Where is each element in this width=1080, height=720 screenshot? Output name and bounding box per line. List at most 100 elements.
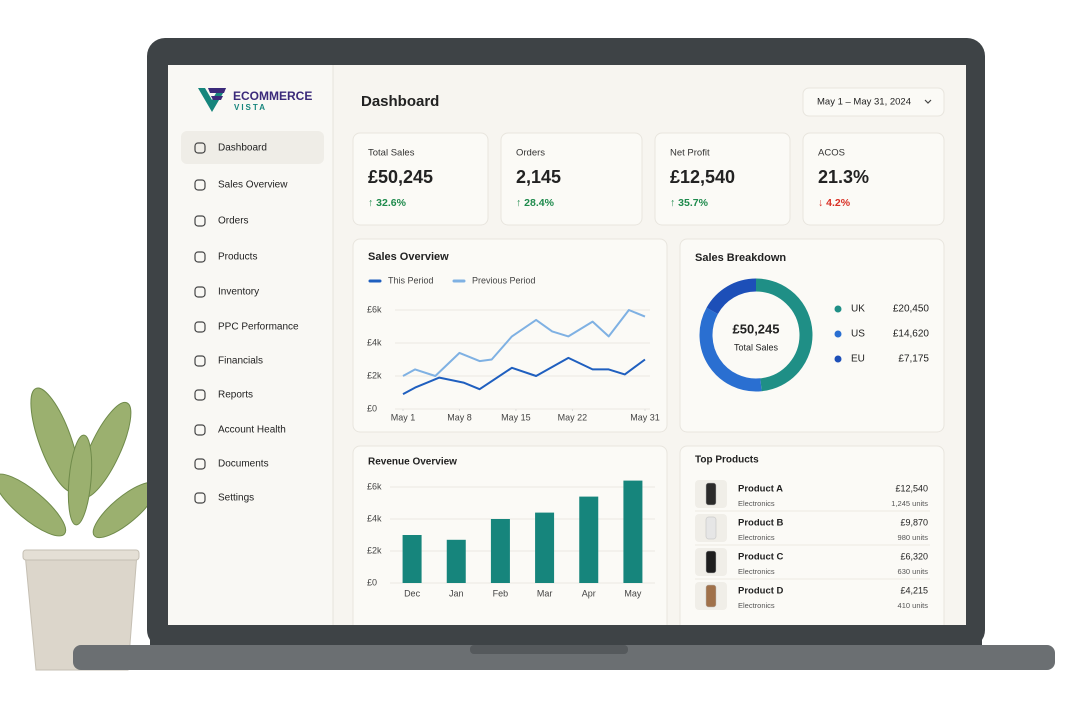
donut-center-value: £50,245 [733,321,780,336]
bezel-bottom [150,625,982,645]
donut-slice [699,307,762,392]
nav-item[interactable]: Sales Overview [218,180,288,191]
kpi-card [500,132,643,226]
date-range[interactable]: May 1 – May 31, 2024 [817,97,911,108]
product-revenue: £12,540 [895,483,928,493]
product-revenue: £6,320 [900,551,928,561]
product-image [705,482,717,506]
kpi-value: £12,540 [670,167,735,187]
kpi-value: 21.3% [818,167,869,187]
x-tick-label: Mar [537,588,553,598]
nav-item[interactable]: Reports [218,390,253,401]
card [352,445,668,637]
y-tick-label: £0 [367,577,377,587]
nav-icon [194,458,206,470]
laptop-notch [470,645,628,654]
product-name[interactable]: Product A [738,484,783,495]
kpi-card [352,132,489,226]
x-tick-label: May 8 [447,412,472,422]
kpi-label: ACOS [818,148,845,159]
product-units: 980 units [898,533,929,542]
nav-item[interactable]: Inventory [218,287,259,298]
bar [535,512,555,583]
product-category: Electronics [738,499,775,508]
x-tick-label: Dec [404,588,421,598]
chart-title: Sales Overview [368,251,449,263]
nav-item[interactable]: Products [218,252,257,263]
nav-item[interactable]: PPC Performance [218,322,299,333]
legend-dot [834,305,842,313]
laptop-base [73,645,1055,670]
nav-item[interactable]: Orders [218,216,249,227]
bar [402,535,422,583]
chart-title: Revenue Overview [368,457,457,468]
product-name[interactable]: Product B [738,518,784,529]
product-units: 410 units [898,601,929,610]
y-tick-label: £6k [367,481,382,491]
x-tick-label: May 22 [558,412,588,422]
logo-mark [198,88,226,112]
kpi-value: 2,145 [516,167,561,187]
legend-label: US [851,329,865,340]
nav-active-bg [181,131,324,164]
y-tick-label: £2k [367,545,382,555]
bar [446,539,466,583]
legend-dot [834,330,842,338]
page-title: Dashboard [361,93,439,110]
x-tick-label: May 1 [391,412,416,422]
nav-item[interactable]: Documents [218,459,269,470]
kpi-change: ↑ 28.4% [516,197,555,209]
donut-center-label: Total Sales [734,342,779,352]
x-tick-label: May [624,588,642,598]
kpi-label: Orders [516,148,545,159]
x-tick-label: May 15 [501,412,531,422]
line-series [402,309,646,377]
nav-item[interactable]: Account Health [218,425,286,436]
plant [0,387,158,671]
nav: Dashboard Sales Overview Orders Products Inv… [181,131,324,504]
dropdown-caret [924,99,932,104]
donut-slice [755,278,813,392]
nav-icon [194,424,206,436]
product-revenue: £4,215 [900,585,928,595]
legend-label: EU [851,354,865,365]
legend-label: UK [851,304,865,315]
product-revenue: £9,870 [900,517,928,527]
bar [490,519,510,583]
nav-item[interactable]: Settings [218,493,254,504]
kpi-label: Net Profit [670,148,710,159]
y-tick-label: £4k [367,337,382,347]
product-image [705,584,717,608]
nav-icon [194,286,206,298]
card [352,238,668,433]
product-name[interactable]: Product C [738,552,784,563]
nav-icon [194,389,206,401]
nav-item[interactable]: Financials [218,356,263,367]
nav-icon [194,251,206,263]
product-category: Electronics [738,533,775,542]
y-tick-label: £6k [367,304,382,314]
bar [579,496,599,583]
product-units: 1,245 units [891,499,928,508]
legend-value: £20,450 [893,304,930,315]
x-tick-label: May 31 [630,412,660,422]
kpi-value: £50,245 [368,167,433,187]
y-tick-label: £4k [367,513,382,523]
nav-item[interactable]: Dashboard [218,143,267,154]
legend-label: This Period [388,275,434,285]
kpi-change: ↑ 32.6% [368,197,407,209]
date-picker[interactable] [802,87,945,117]
legend-value: £7,175 [898,354,929,365]
nav-icon [194,215,206,227]
chart-title: Sales Breakdown [695,252,786,264]
content: Total Sales £50,245 ↑ 32.6% Orders 2,145 ↑ 28… [150,132,982,645]
product-name[interactable]: Product D [738,586,784,597]
y-tick-label: £0 [367,403,377,413]
legend-dot [834,355,842,363]
card-title: Top Products [695,455,759,466]
nav-icon [194,321,206,333]
product-units: 630 units [898,567,929,576]
kpi-card [654,132,791,226]
kpi-change: ↑ 35.7% [670,197,709,209]
